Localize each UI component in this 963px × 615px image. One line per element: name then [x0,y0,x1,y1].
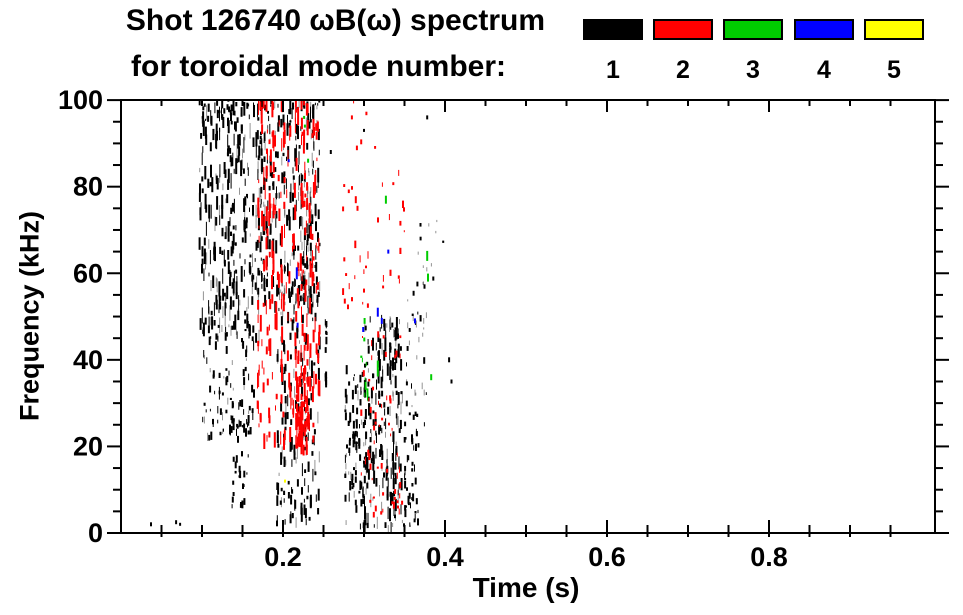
y-tick-label: 40 [73,345,103,375]
legend-swatch-mode-5 [864,19,924,40]
legend-label-mode-3: 3 [746,56,760,84]
x-tick-label: 0.8 [750,542,788,572]
y-axis: 0 20 40 60 80 100 [58,85,949,548]
spectrum-data [150,101,453,532]
legend-swatch-mode-1 [583,19,643,40]
x-tick-label: 0.4 [426,542,464,572]
mode-4-data [287,159,416,332]
y-tick-label: 60 [73,258,103,288]
x-axis: 0.2 0.4 0.6 0.8 [160,100,892,572]
y-tick-label: 20 [73,431,103,461]
legend-label-mode-4: 4 [817,56,831,84]
mode-2-data [256,101,405,518]
x-axis-title: Time (s) [472,572,580,603]
legend-swatch-mode-4 [794,19,854,40]
legend-label-mode-5: 5 [887,56,901,84]
x-tick-label: 0.2 [264,542,302,572]
x-tick-label: 0.6 [588,542,626,572]
legend-swatch-mode-3 [723,19,783,40]
y-tick-label: 100 [58,85,103,115]
mode-5-data [284,479,286,483]
chart-title-line2: for toroidal mode number: [131,50,506,83]
plot-frame [120,99,936,534]
legend-label-mode-2: 2 [676,56,690,84]
y-tick-label: 80 [73,172,103,202]
y-tick-label: 0 [88,518,103,548]
mode-3-data [303,115,433,401]
legend-swatch-mode-2 [653,19,713,40]
chart-title-line1: Shot 126740 ωB(ω) spectrum [125,4,546,37]
legend-label-mode-1: 1 [606,56,620,84]
